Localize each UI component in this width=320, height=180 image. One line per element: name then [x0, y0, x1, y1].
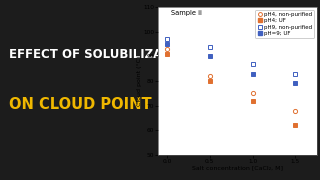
Text: EFFECT OF SOLUBILIZATION: EFFECT OF SOLUBILIZATION — [9, 48, 194, 60]
Text: ON CLOUD POINT: ON CLOUD POINT — [9, 97, 152, 112]
Y-axis label: Cloud point (°C): Cloud point (°C) — [137, 56, 142, 106]
Legend: pH4, non-purified, pH4; UF, pH9, non-purified, pH=9; UF: pH4, non-purified, pH4; UF, pH9, non-pur… — [255, 10, 314, 38]
Text: Sample ii: Sample ii — [171, 10, 202, 16]
X-axis label: Salt concentration [CaCl₂, M]: Salt concentration [CaCl₂, M] — [192, 165, 283, 170]
